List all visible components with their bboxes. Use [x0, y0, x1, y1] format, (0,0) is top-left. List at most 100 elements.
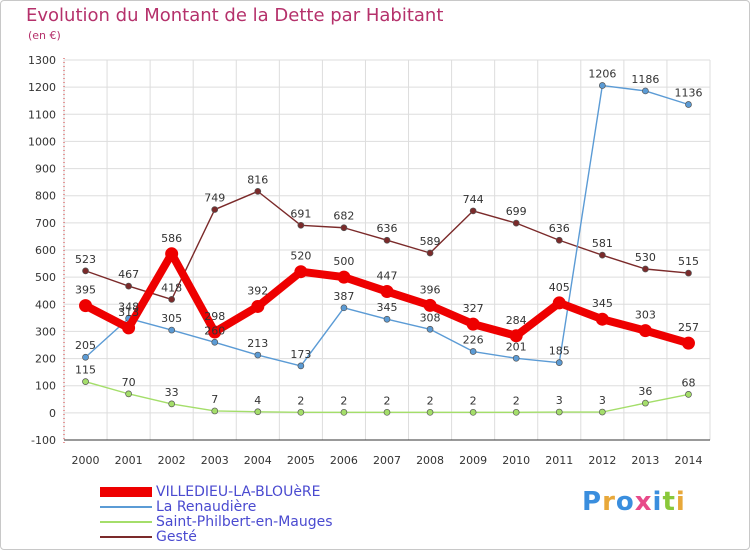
y-tick-label: 400 — [35, 298, 56, 311]
data-point — [426, 325, 434, 333]
data-label: 636 — [549, 222, 570, 235]
data-label: 2 — [470, 394, 477, 407]
data-label: 185 — [549, 345, 570, 358]
data-point — [509, 329, 523, 343]
data-label: 305 — [161, 312, 182, 325]
data-point — [466, 317, 480, 331]
data-label: 257 — [678, 321, 699, 334]
y-tick-label: 1100 — [28, 108, 56, 121]
data-label: 260 — [204, 324, 225, 337]
data-label: 1136 — [674, 87, 702, 100]
y-tick-label: 300 — [35, 325, 56, 338]
data-point — [469, 408, 477, 416]
legend-item[interactable]: VILLEDIEU-LA-BLOUèRE — [100, 483, 333, 500]
data-label: 303 — [635, 309, 656, 322]
data-point — [426, 249, 434, 257]
data-label: 523 — [75, 253, 96, 266]
legend-item[interactable]: Saint-Philbert-en-Mauges — [100, 514, 333, 530]
data-label: 173 — [290, 348, 311, 361]
x-tick-label: 2003 — [201, 454, 229, 467]
data-label: 348 — [118, 300, 139, 313]
data-label: 2 — [427, 394, 434, 407]
data-point — [211, 338, 219, 346]
data-point — [638, 324, 652, 338]
brand-letter: i — [652, 487, 663, 517]
data-point — [340, 224, 348, 232]
data-point — [294, 265, 308, 279]
data-point — [555, 359, 563, 366]
data-label: 205 — [75, 339, 96, 352]
data-label: 418 — [161, 281, 182, 294]
data-point — [208, 325, 222, 339]
data-label: 744 — [463, 193, 484, 206]
data-label: 699 — [506, 205, 527, 218]
x-tick-label: 2007 — [373, 454, 401, 467]
data-point — [79, 299, 93, 313]
data-point — [211, 206, 219, 213]
legend-label: VILLEDIEU-LA-BLOUèRE — [156, 483, 321, 500]
brand-letter: t — [662, 487, 676, 517]
y-tick-label: 1300 — [28, 54, 56, 67]
data-label: 345 — [377, 301, 398, 314]
data-label: 213 — [247, 337, 268, 350]
data-point — [168, 400, 176, 408]
data-point — [82, 378, 89, 385]
y-tick-label: 0 — [49, 407, 56, 420]
data-point — [297, 221, 305, 229]
x-tick-label: 2000 — [72, 454, 100, 467]
x-tick-label: 2010 — [502, 454, 530, 467]
x-tick-label: 2008 — [416, 454, 444, 467]
legend-label: La Renaudière — [156, 498, 257, 515]
data-label: 3 — [599, 394, 606, 407]
y-tick-label: 100 — [35, 380, 56, 393]
y-tick-label: 1000 — [28, 135, 56, 148]
x-tick-label: 2005 — [287, 454, 315, 467]
data-label: 395 — [75, 284, 96, 297]
x-tick-label: 2006 — [330, 454, 358, 467]
x-tick-label: 2009 — [459, 454, 487, 467]
data-point — [254, 351, 262, 359]
x-tick-label: 2004 — [244, 454, 272, 467]
data-label: 115 — [75, 364, 96, 377]
data-point — [426, 408, 434, 416]
brand-letter: P — [582, 487, 603, 517]
data-point — [555, 236, 563, 244]
chart-title: Evolution du Montant de la Dette par Hab… — [26, 5, 444, 26]
brand-letter: x — [634, 487, 653, 517]
data-label: 589 — [420, 235, 441, 248]
data-label: 581 — [592, 237, 613, 250]
legend-swatch — [100, 486, 152, 497]
axes: -100 0 100 200 300 400 500 600 700 800 900 1000 1100… — [28, 54, 710, 467]
data-point — [383, 408, 391, 416]
data-point — [380, 285, 394, 299]
data-label: 691 — [290, 207, 311, 220]
data-point — [337, 270, 351, 284]
x-tick-label: 2001 — [115, 454, 143, 467]
data-point — [681, 336, 695, 350]
data-point — [340, 408, 348, 416]
legend-item[interactable]: Gesté — [100, 528, 333, 545]
data-label: 1206 — [588, 68, 616, 81]
data-label: 682 — [333, 210, 354, 223]
data-label: 313 — [118, 306, 139, 319]
x-tick-label: 2012 — [588, 454, 616, 467]
data-label: 2 — [513, 394, 520, 407]
chart-subtitle: (en €) — [28, 29, 61, 42]
data-point — [685, 269, 692, 277]
legend: VILLEDIEU-LA-BLOUèRE La Renaudière Saint-P… — [100, 483, 333, 545]
data-label: 2 — [340, 394, 347, 407]
data-point — [254, 188, 262, 195]
data-point — [469, 207, 477, 215]
data-point — [165, 247, 179, 261]
legend-label: Gesté — [156, 528, 197, 545]
data-label: 68 — [681, 376, 695, 389]
data-point — [383, 236, 391, 244]
data-label: 3 — [556, 394, 563, 407]
data-label: 387 — [333, 290, 354, 303]
x-tick-label: 2013 — [631, 454, 659, 467]
data-point — [552, 296, 566, 310]
data-label: 515 — [678, 255, 699, 268]
legend-item[interactable]: La Renaudière — [100, 498, 333, 515]
data-label: 530 — [635, 251, 656, 264]
